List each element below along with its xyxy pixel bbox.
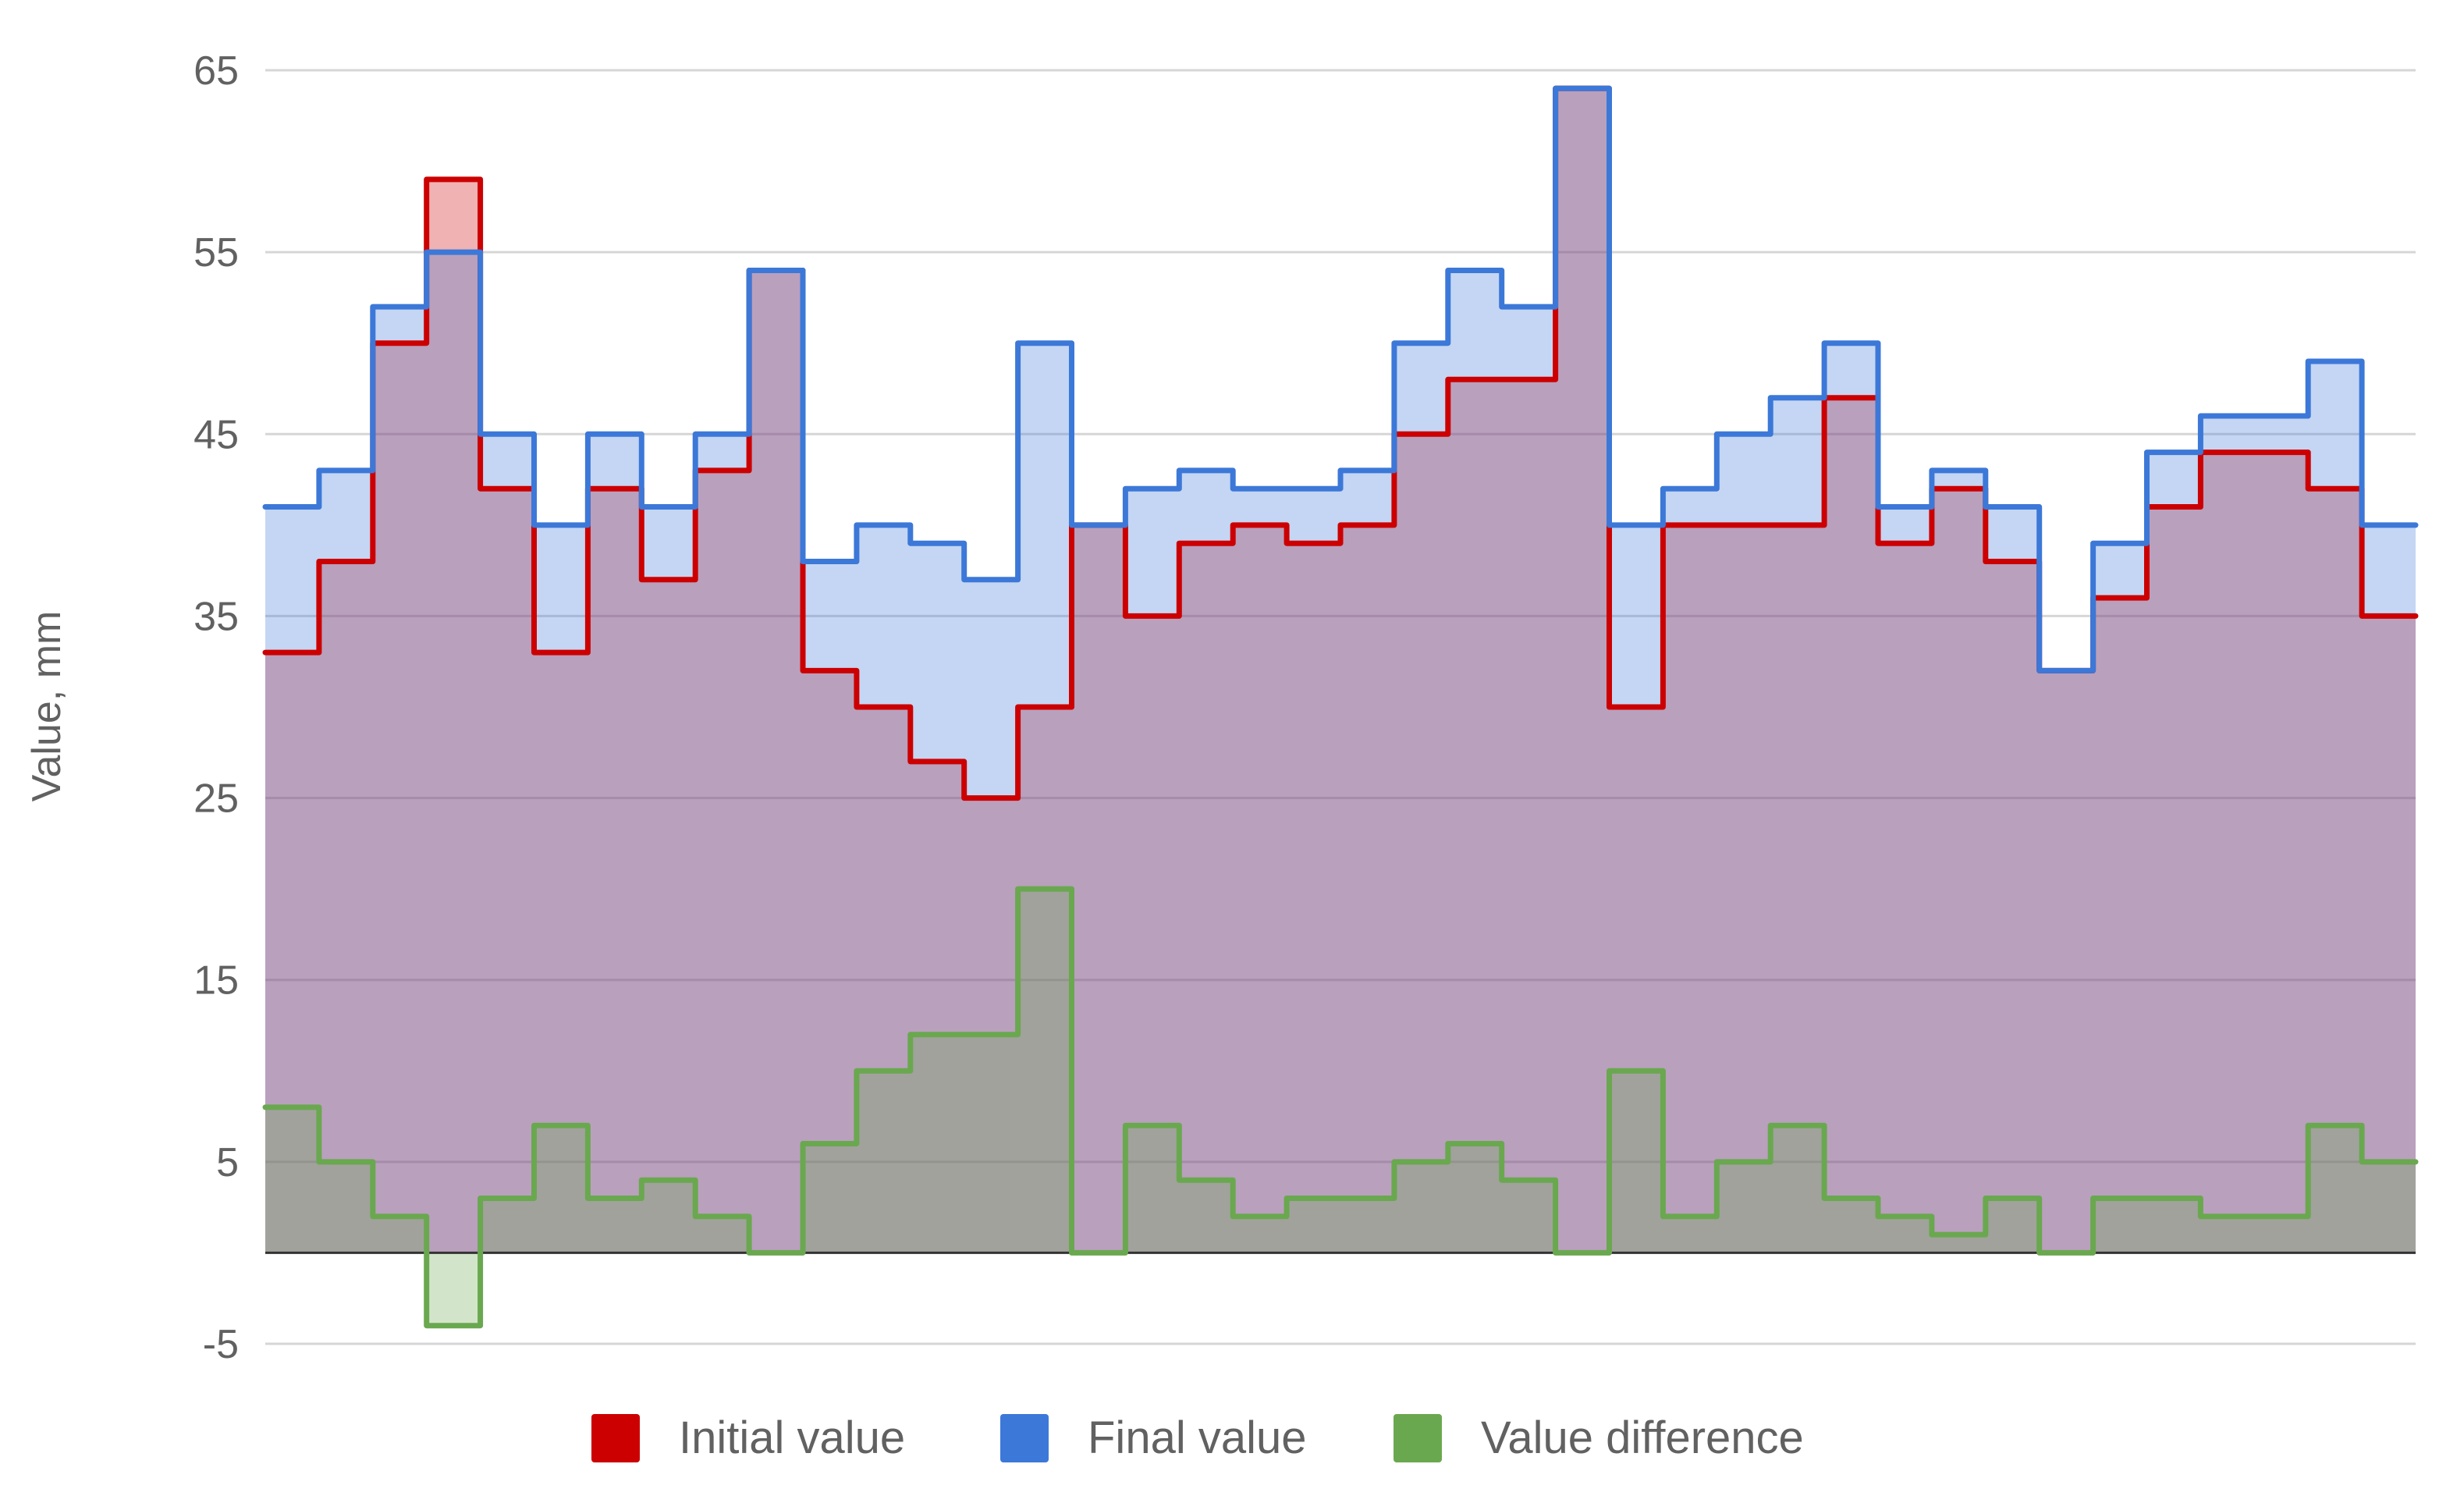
y-tick-label: 35 [193,594,239,639]
y-tick-label: 5 [216,1140,239,1185]
y-tick-label: 45 [193,412,239,457]
y-axis-label: Value, mm [24,611,69,802]
legend-swatch-value-difference [1394,1414,1442,1462]
legend-swatch-initial-value [591,1414,640,1462]
legend-label-value-difference: Value difference [1481,1412,1804,1463]
legend-label-initial-value: Initial value [679,1412,905,1463]
y-tick-label: 25 [193,776,239,822]
y-axis-ticks: 65 55 45 35 25 15 5 -5 [193,48,239,1367]
series-line-value-difference [262,886,2419,1329]
y-tick-label: -5 [203,1322,239,1367]
y-tick-label: 55 [193,230,239,275]
y-tick-label: 15 [193,958,239,1004]
y-tick-label: 65 [193,48,239,94]
legend-swatch-final-value [1000,1414,1049,1462]
series-lines [262,85,2419,1329]
legend-label-final-value: Final value [1088,1412,1306,1463]
series-line-final-value [262,85,2419,673]
legend: Initial value Final value Value difference [591,1412,1804,1463]
